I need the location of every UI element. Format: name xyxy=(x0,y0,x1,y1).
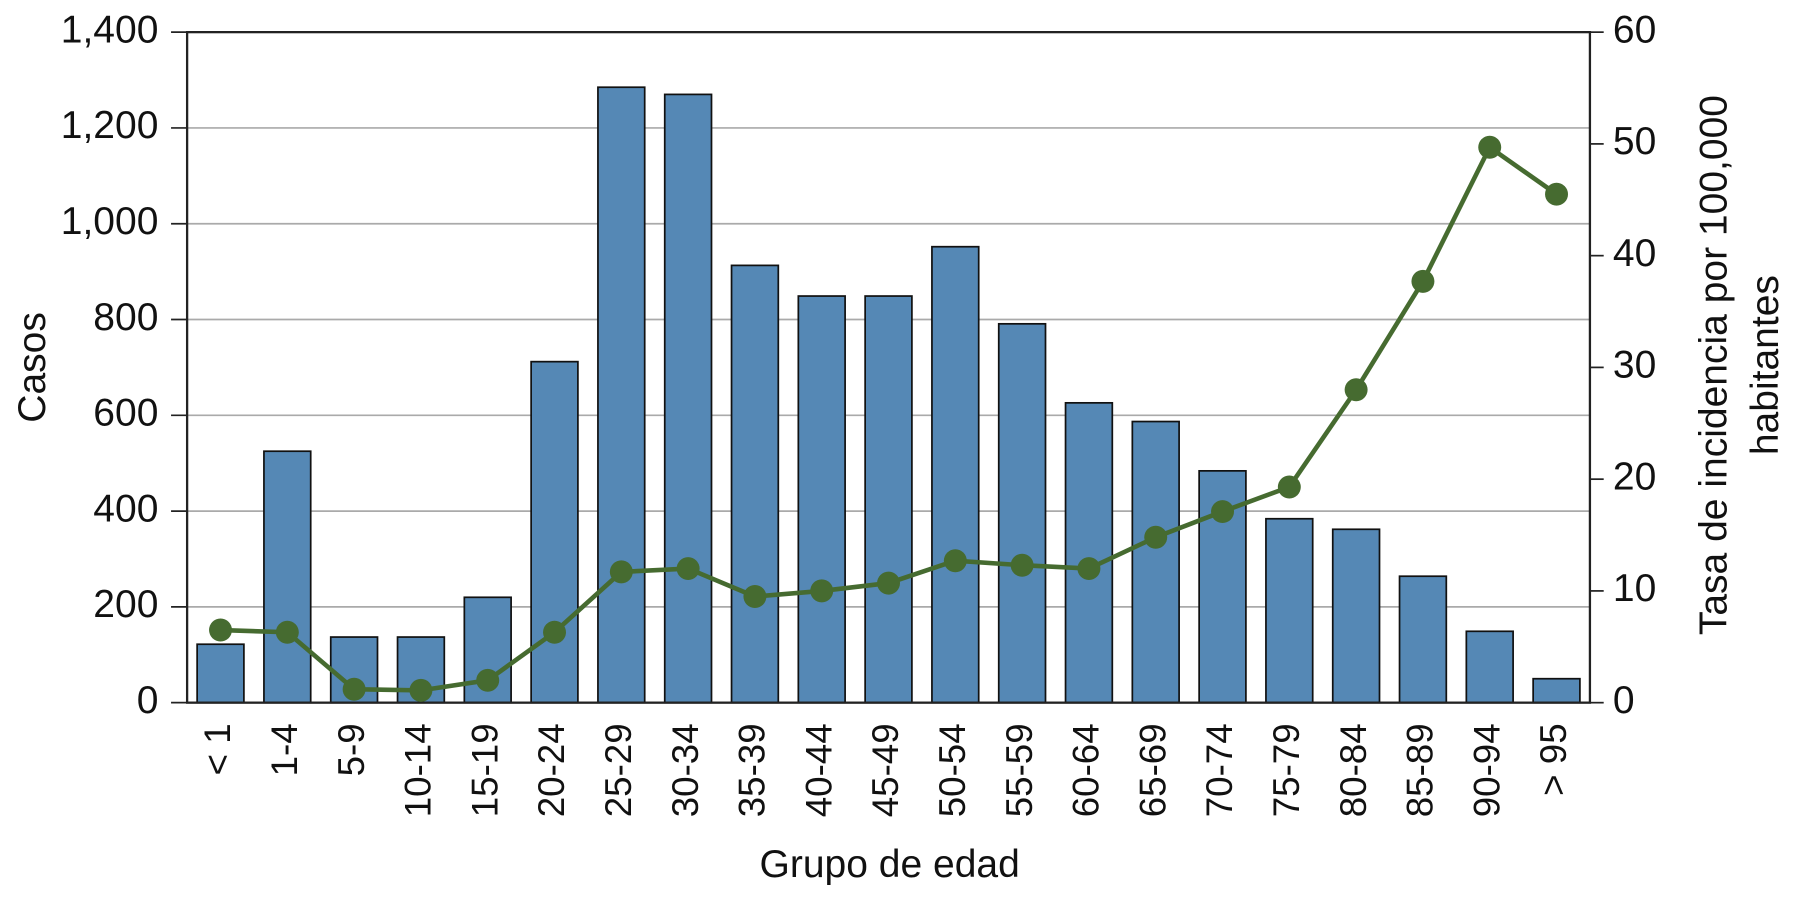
bar xyxy=(1398,575,1448,704)
y-tick-label: 1,200 xyxy=(61,104,159,147)
x-tick-label: 45-49 xyxy=(865,723,906,817)
line-point xyxy=(676,557,700,581)
line-point xyxy=(609,560,633,584)
bar xyxy=(864,295,913,704)
y2-tick-label: 20 xyxy=(1613,455,1656,498)
line-point xyxy=(1344,378,1368,402)
line-point xyxy=(1411,269,1435,293)
x-tick-label: 20-24 xyxy=(531,723,572,817)
bar xyxy=(1064,401,1114,704)
bar xyxy=(530,360,579,704)
y2-tick-label: 50 xyxy=(1613,120,1656,163)
bar xyxy=(1532,677,1581,704)
line-point xyxy=(743,585,767,608)
line-point xyxy=(342,677,366,701)
bar xyxy=(1331,528,1381,704)
bar xyxy=(597,86,646,704)
line-point xyxy=(877,571,900,595)
line-point xyxy=(476,668,500,692)
x-tick-label: 50-54 xyxy=(932,723,973,817)
line-point xyxy=(1144,525,1168,549)
line-point xyxy=(1211,500,1235,524)
y-tick-label: 1,000 xyxy=(61,200,159,243)
y-tick-label: 400 xyxy=(93,487,158,530)
bar xyxy=(1131,420,1180,704)
line-point xyxy=(810,579,834,603)
x-tick-label: 30-34 xyxy=(665,723,706,817)
bar xyxy=(1465,630,1514,704)
y-tick-label: 600 xyxy=(93,392,158,435)
y2-tick-label: 60 xyxy=(1613,8,1656,51)
x-tick-label: 5-9 xyxy=(331,723,372,776)
line-point xyxy=(1277,475,1301,499)
x-tick-label: 80-84 xyxy=(1333,723,1374,817)
y2-tick-label: 10 xyxy=(1613,567,1656,610)
x-tick-label: 90-94 xyxy=(1466,723,1507,817)
line-point xyxy=(1478,135,1502,159)
x-tick-label: 55-59 xyxy=(999,723,1040,817)
x-tick-label: 75-79 xyxy=(1266,723,1307,817)
y2-tick-label: 30 xyxy=(1613,344,1656,387)
x-tick-label: 70-74 xyxy=(1199,723,1240,817)
x-axis-title: Grupo de edad xyxy=(760,843,1020,886)
line-point xyxy=(1077,557,1101,581)
plot-frame xyxy=(185,31,1592,704)
line-point xyxy=(275,620,299,644)
bar xyxy=(663,93,713,704)
x-tick-label: 15-19 xyxy=(464,723,505,817)
x-tick-label: 25-29 xyxy=(598,723,639,817)
x-tick-label: > 95 xyxy=(1533,723,1574,796)
y-tick-label: 800 xyxy=(93,296,158,339)
y2-axis-title: Tasa de incidencia por 100,000 xyxy=(1693,95,1736,635)
x-tick-label: 1-4 xyxy=(264,723,305,776)
y-tick-label: 0 xyxy=(137,679,159,722)
x-tick-label: 40-44 xyxy=(798,723,839,817)
bar xyxy=(931,245,980,704)
x-tick-label: 65-69 xyxy=(1132,723,1173,817)
bar xyxy=(1265,517,1314,704)
y-axis-title: Casos xyxy=(11,312,54,423)
y-tick-label: 200 xyxy=(93,583,158,626)
bar xyxy=(196,643,245,704)
line-point xyxy=(543,620,566,644)
x-tick-label: 35-39 xyxy=(732,723,773,817)
bar xyxy=(263,450,312,704)
bar xyxy=(997,322,1047,704)
bar xyxy=(730,264,780,704)
y-tick-label: 1,400 xyxy=(61,8,159,51)
bar xyxy=(797,295,846,704)
y2-tick-label: 0 xyxy=(1613,679,1635,722)
line-point xyxy=(409,678,433,702)
line-point xyxy=(943,549,967,573)
line-point xyxy=(1545,182,1569,206)
y2-tick-label: 40 xyxy=(1613,232,1656,275)
line-point xyxy=(1010,553,1034,577)
y2-axis-title: habitantes xyxy=(1744,275,1787,455)
line-point xyxy=(209,618,232,642)
x-tick-label: < 1 xyxy=(197,723,238,775)
x-tick-label: 10-14 xyxy=(398,723,439,817)
x-tick-label: 85-89 xyxy=(1400,723,1441,817)
x-tick-label: 60-64 xyxy=(1066,723,1107,817)
